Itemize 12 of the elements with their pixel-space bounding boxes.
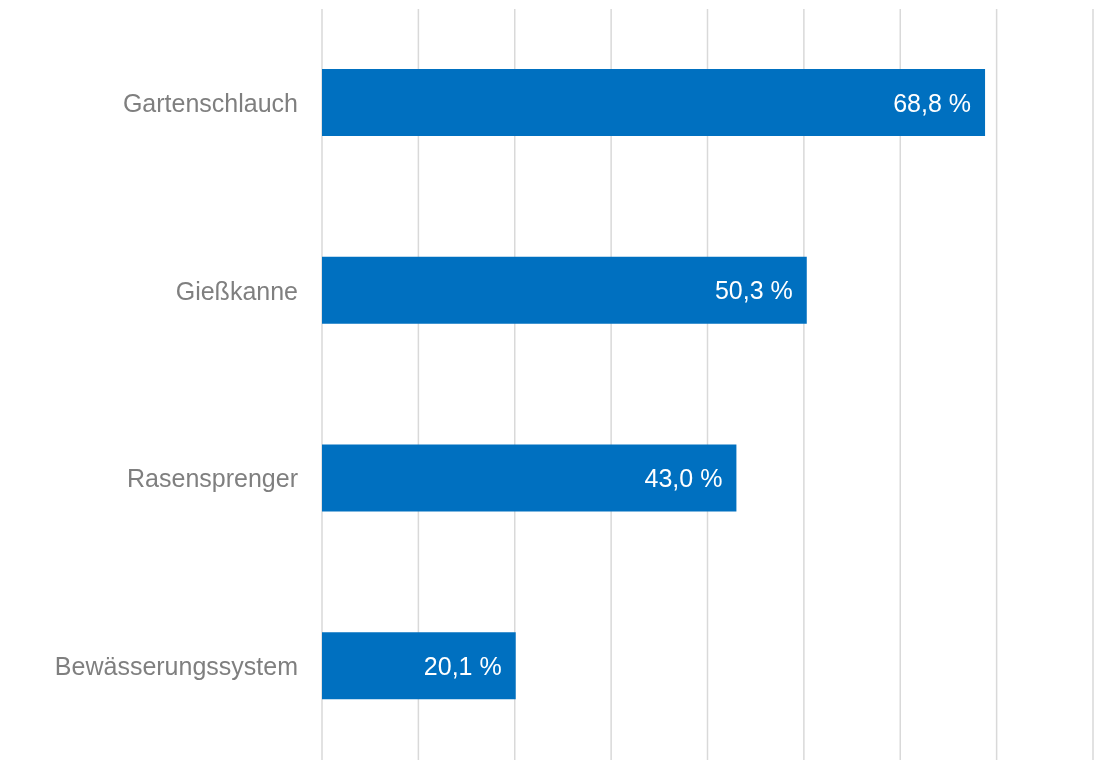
y-tick-label: Gießkanne xyxy=(175,276,298,305)
bar xyxy=(322,632,516,700)
y-tick-label: Rasensprenger xyxy=(127,464,298,493)
data-label: 50,3 % xyxy=(714,276,793,305)
bar xyxy=(322,256,807,324)
y-tick-label: Bewässerungssystem xyxy=(54,652,298,680)
data-label: 20,1 % xyxy=(423,651,502,680)
bar xyxy=(322,69,986,136)
data-label: 68,8 % xyxy=(893,88,972,117)
data-label: 43,0 % xyxy=(644,464,723,492)
bar xyxy=(322,444,737,512)
y-tick-label: Gartenschlauch xyxy=(122,88,298,117)
